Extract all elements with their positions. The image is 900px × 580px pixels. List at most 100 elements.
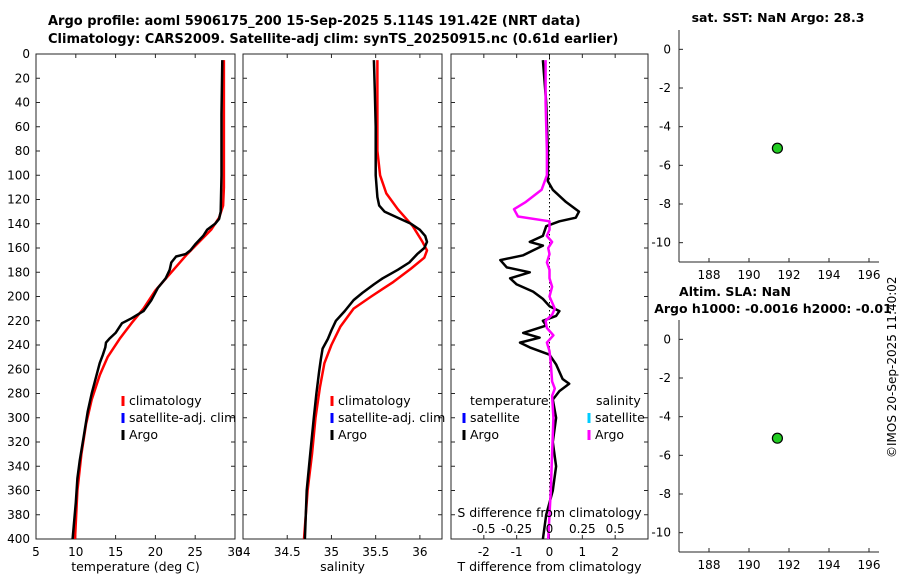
temperature-ytick-label: 400 [7,532,30,546]
difference-top-xlabel: S difference from climatology [457,505,642,520]
sst_map-ytick-label: -10 [651,236,671,250]
temperature-ytick-label: 80 [15,144,30,158]
temperature-ytick-label: 200 [7,290,30,304]
difference-top-tick-label: 0 [546,522,554,536]
temperature-xlabel: temperature (deg C) [71,559,200,574]
temperature-argo-line [71,60,224,540]
difference-salinity-argo-line [512,60,557,540]
difference-top-tick-label: -0.5 [472,522,495,536]
difference-panel: -2 -1 0 1 2T difference from climatology S di… [450,53,649,574]
salinity-xtick-label: 34 [235,545,250,559]
sla_map-ytick-label: -10 [651,526,671,540]
sla_map-title-2: Argo h1000: -0.0016 h2000: -0.01 [654,301,892,316]
sst_map-xtick-label: 196 [858,268,881,282]
temperature-ytick-label: 380 [7,508,30,522]
difference-legend-label-salinity: satellite [595,410,645,425]
temperature-xtick-label: 5 [32,545,40,559]
salinity-argo-line [303,60,429,540]
sst_map-ytick-label: -4 [659,120,671,134]
salinity-xtick-label: 34.5 [274,545,301,559]
sst_map-title-1: sat. SST: NaN Argo: 28.3 [692,10,865,25]
salinity-legend-label: Argo [338,427,367,442]
sla_map-ytick-label: -6 [659,448,671,462]
temperature-xtick-label: 25 [188,545,203,559]
difference-legend-title-salinity: salinity [596,393,641,408]
temperature-ytick-label: 120 [7,193,30,207]
temperature-ytick-label: 160 [7,241,30,255]
figure-title-line1: Argo profile: aoml 5906175_200 15-Sep-20… [48,14,581,29]
temperature-ytick-label: 320 [7,435,30,449]
sst-map-panel: sat. SST: NaN Argo: 28.3 0 -2 -4 -6 -8 -10 188 1… [651,10,880,282]
sla_map-ytick-label: -8 [659,487,671,501]
temperature-ytick-label: 100 [7,168,30,182]
temperature-legend-label: climatology [129,393,202,408]
salinity-legend-label: climatology [338,393,411,408]
temperature-ytick-label: 180 [7,265,30,279]
temperature-ytick-label: 140 [7,217,30,231]
temperature-ytick-label: 360 [7,484,30,498]
sla_map-xtick-label: 190 [738,558,761,572]
temperature-ytick-label: 280 [7,387,30,401]
salinity-panel: 34 34.5 35 35.5 36 salinity climatology satelli… [235,53,445,574]
difference-legend-title-temperature: temperature [470,393,549,408]
temperature-ytick-label: 300 [7,411,30,425]
difference-temperature-argo-line [499,60,581,540]
sla_map-title-1: Altim. SLA: NaN [679,284,791,299]
sst_map-argo-location-marker [771,142,784,154]
difference-xtick-label: 2 [611,545,619,559]
salinity-xlabel: salinity [320,559,365,574]
difference-legend-label-salinity: Argo [595,427,624,442]
sla_map-xtick-label: 188 [698,558,721,572]
sst_map-ytick-label: -8 [659,197,671,211]
sla_map-xtick-label: 196 [858,558,881,572]
temperature-panel: 5 10 15 20 25 3002040608010012014016018020022… [7,47,243,574]
difference-top-tick-label: 0.5 [606,522,625,536]
sla_map-ytick-label: -4 [659,410,671,424]
imos-credit: ©IMOS 20-Sep-2025 11:40:02 [885,276,899,458]
salinity-xtick-label: 35 [324,545,339,559]
temperature-ytick-label: 40 [15,96,30,110]
difference-xtick-label: 0 [546,545,554,559]
salinity-xtick-label: 35.5 [362,545,389,559]
sla_map-xtick-label: 194 [818,558,841,572]
salinity-climatology-line [302,60,429,540]
sla-map-panel: Altim. SLA: NaN Argo h1000: -0.0016 h2000… [651,284,891,572]
sla_map-argo-location-marker [771,432,784,444]
temperature-xtick-label: 20 [148,545,163,559]
difference-legend-label-temperature: Argo [470,427,499,442]
sst_map-ytick-label: -6 [659,158,671,172]
temperature-ytick-label: 220 [7,314,30,328]
figure-title-line2: Climatology: CARS2009. Satellite-adj cli… [48,32,619,47]
temperature-ytick-label: 240 [7,338,30,352]
difference-xtick-label: -2 [478,545,490,559]
salinity-axes-box [242,53,443,540]
salinity-legend-label: satellite-adj. clim [338,410,445,425]
temperature-legend-label: Argo [129,427,158,442]
difference-top-tick-label: 0.25 [569,522,596,536]
sst_map-ytick-label: 0 [663,42,671,56]
sst_map-xtick-label: 190 [738,268,761,282]
temperature-ytick-label: 260 [7,362,30,376]
difference-legend-label-temperature: satellite [470,410,520,425]
difference-xlabel: T difference from climatology [456,559,642,574]
temperature-ytick-label: 340 [7,459,30,473]
salinity-xtick-label: 36 [412,545,427,559]
sla_map-xtick-label: 192 [778,558,801,572]
sst_map-xtick-label: 194 [818,268,841,282]
difference-xtick-label: -1 [511,545,523,559]
difference-xtick-label: 1 [579,545,587,559]
sst_map-xtick-label: 188 [698,268,721,282]
sla_map-ytick-label: -2 [659,371,671,385]
temperature-axes-box [35,53,236,540]
sla_map-ytick-label: 0 [663,332,671,346]
difference-top-tick-label: -0.25 [501,522,532,536]
temperature-ytick-label: 20 [15,71,30,85]
temperature-xtick-label: 30 [227,545,242,559]
temperature-xtick-label: 10 [68,545,83,559]
temperature-ytick-label: 0 [22,47,30,61]
temperature-xtick-label: 15 [108,545,123,559]
sst_map-xtick-label: 192 [778,268,801,282]
temperature-legend-label: satellite-adj. clim [129,410,236,425]
temperature-ytick-label: 60 [15,120,30,134]
